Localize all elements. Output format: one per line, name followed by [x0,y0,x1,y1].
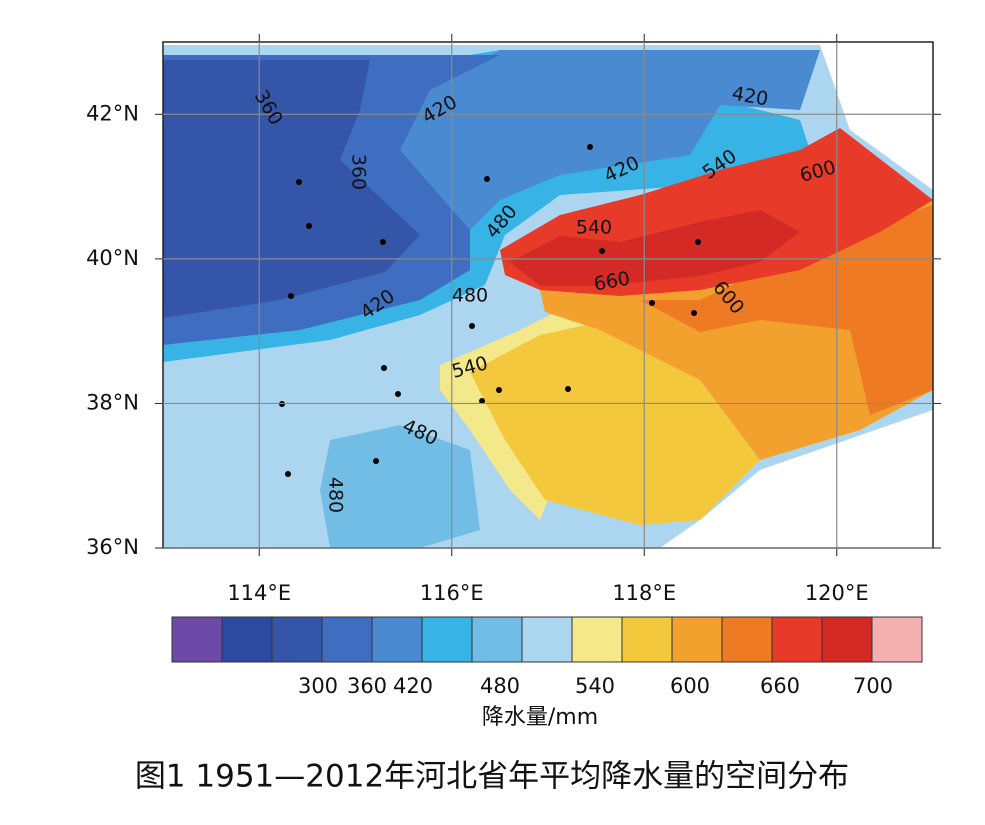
colorbar-label: 420 [393,674,433,698]
colorbar-swatch [521,616,573,663]
region [510,210,800,286]
contour-label: 480 [452,285,488,307]
colorbar-swatch [671,616,723,663]
station [587,144,593,150]
station [649,300,655,306]
colorbar-label: 300 [298,674,338,698]
station [565,386,571,392]
station [496,387,502,393]
x-tick-label: 116°E [420,581,484,605]
colorbar-swatch [221,616,273,663]
region [163,60,420,318]
region [640,205,933,415]
station [469,323,475,329]
colorbar-swatch [771,616,823,663]
contour-label: 480 [325,477,347,513]
station [599,248,605,254]
station [296,179,302,185]
colorbar-swatch [871,616,923,663]
map-fill [163,42,933,548]
colorbar-label: 480 [480,674,520,698]
colorbar-label: 600 [670,674,710,698]
caption: 图1 1951—2012年河北省年平均降水量的空间分布 [135,759,849,795]
contour-label: 360 [348,154,370,190]
colorbar-swatch [721,616,773,663]
station [695,239,701,245]
colorbar-swatch [271,616,323,663]
colorbar-swatch [421,616,473,663]
region [320,425,480,548]
station [285,471,291,477]
stations [279,144,701,477]
colorbar-swatch [321,616,373,663]
colorbar-swatch [171,616,223,663]
y-tick-label: 40°N [86,246,139,270]
colorbar-label: 540 [575,674,615,698]
colorbar-title: 降水量/mm [482,705,598,730]
colorbar-label: 700 [853,674,893,698]
station [373,458,379,464]
colorbar-label: 660 [760,674,800,698]
station [306,223,312,229]
colorbar-swatch [821,616,873,663]
colorbar-swatch [471,616,523,663]
station [479,398,485,404]
station [380,239,386,245]
colorbar-swatch [621,616,673,663]
y-tick-label: 38°N [86,390,139,414]
x-tick-label: 118°E [612,581,676,605]
y-tick-label: 42°N [86,101,139,125]
x-tick-label: 120°E [805,581,869,605]
station [395,391,401,397]
station [484,176,490,182]
station [381,365,387,371]
station [288,293,294,299]
station [691,310,697,316]
region [400,50,820,230]
y-tick-label: 36°N [86,535,139,559]
colorbar-label: 360 [347,674,387,698]
x-tick-label: 114°E [227,581,291,605]
contour-label: 540 [576,217,612,239]
colorbar-swatch [571,616,623,663]
colorbar-swatch [371,616,423,663]
